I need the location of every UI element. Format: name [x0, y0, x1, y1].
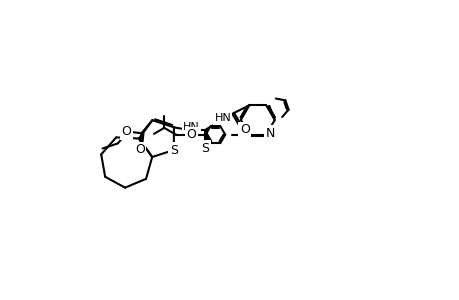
Text: O: O — [135, 143, 145, 157]
Text: O: O — [121, 125, 131, 138]
Text: O: O — [240, 123, 249, 136]
Text: N: N — [265, 127, 274, 140]
Text: S: S — [169, 144, 178, 157]
Text: S: S — [201, 142, 209, 155]
Text: O: O — [186, 128, 196, 141]
Text: HN: HN — [183, 122, 199, 132]
Text: HN: HN — [214, 113, 230, 123]
